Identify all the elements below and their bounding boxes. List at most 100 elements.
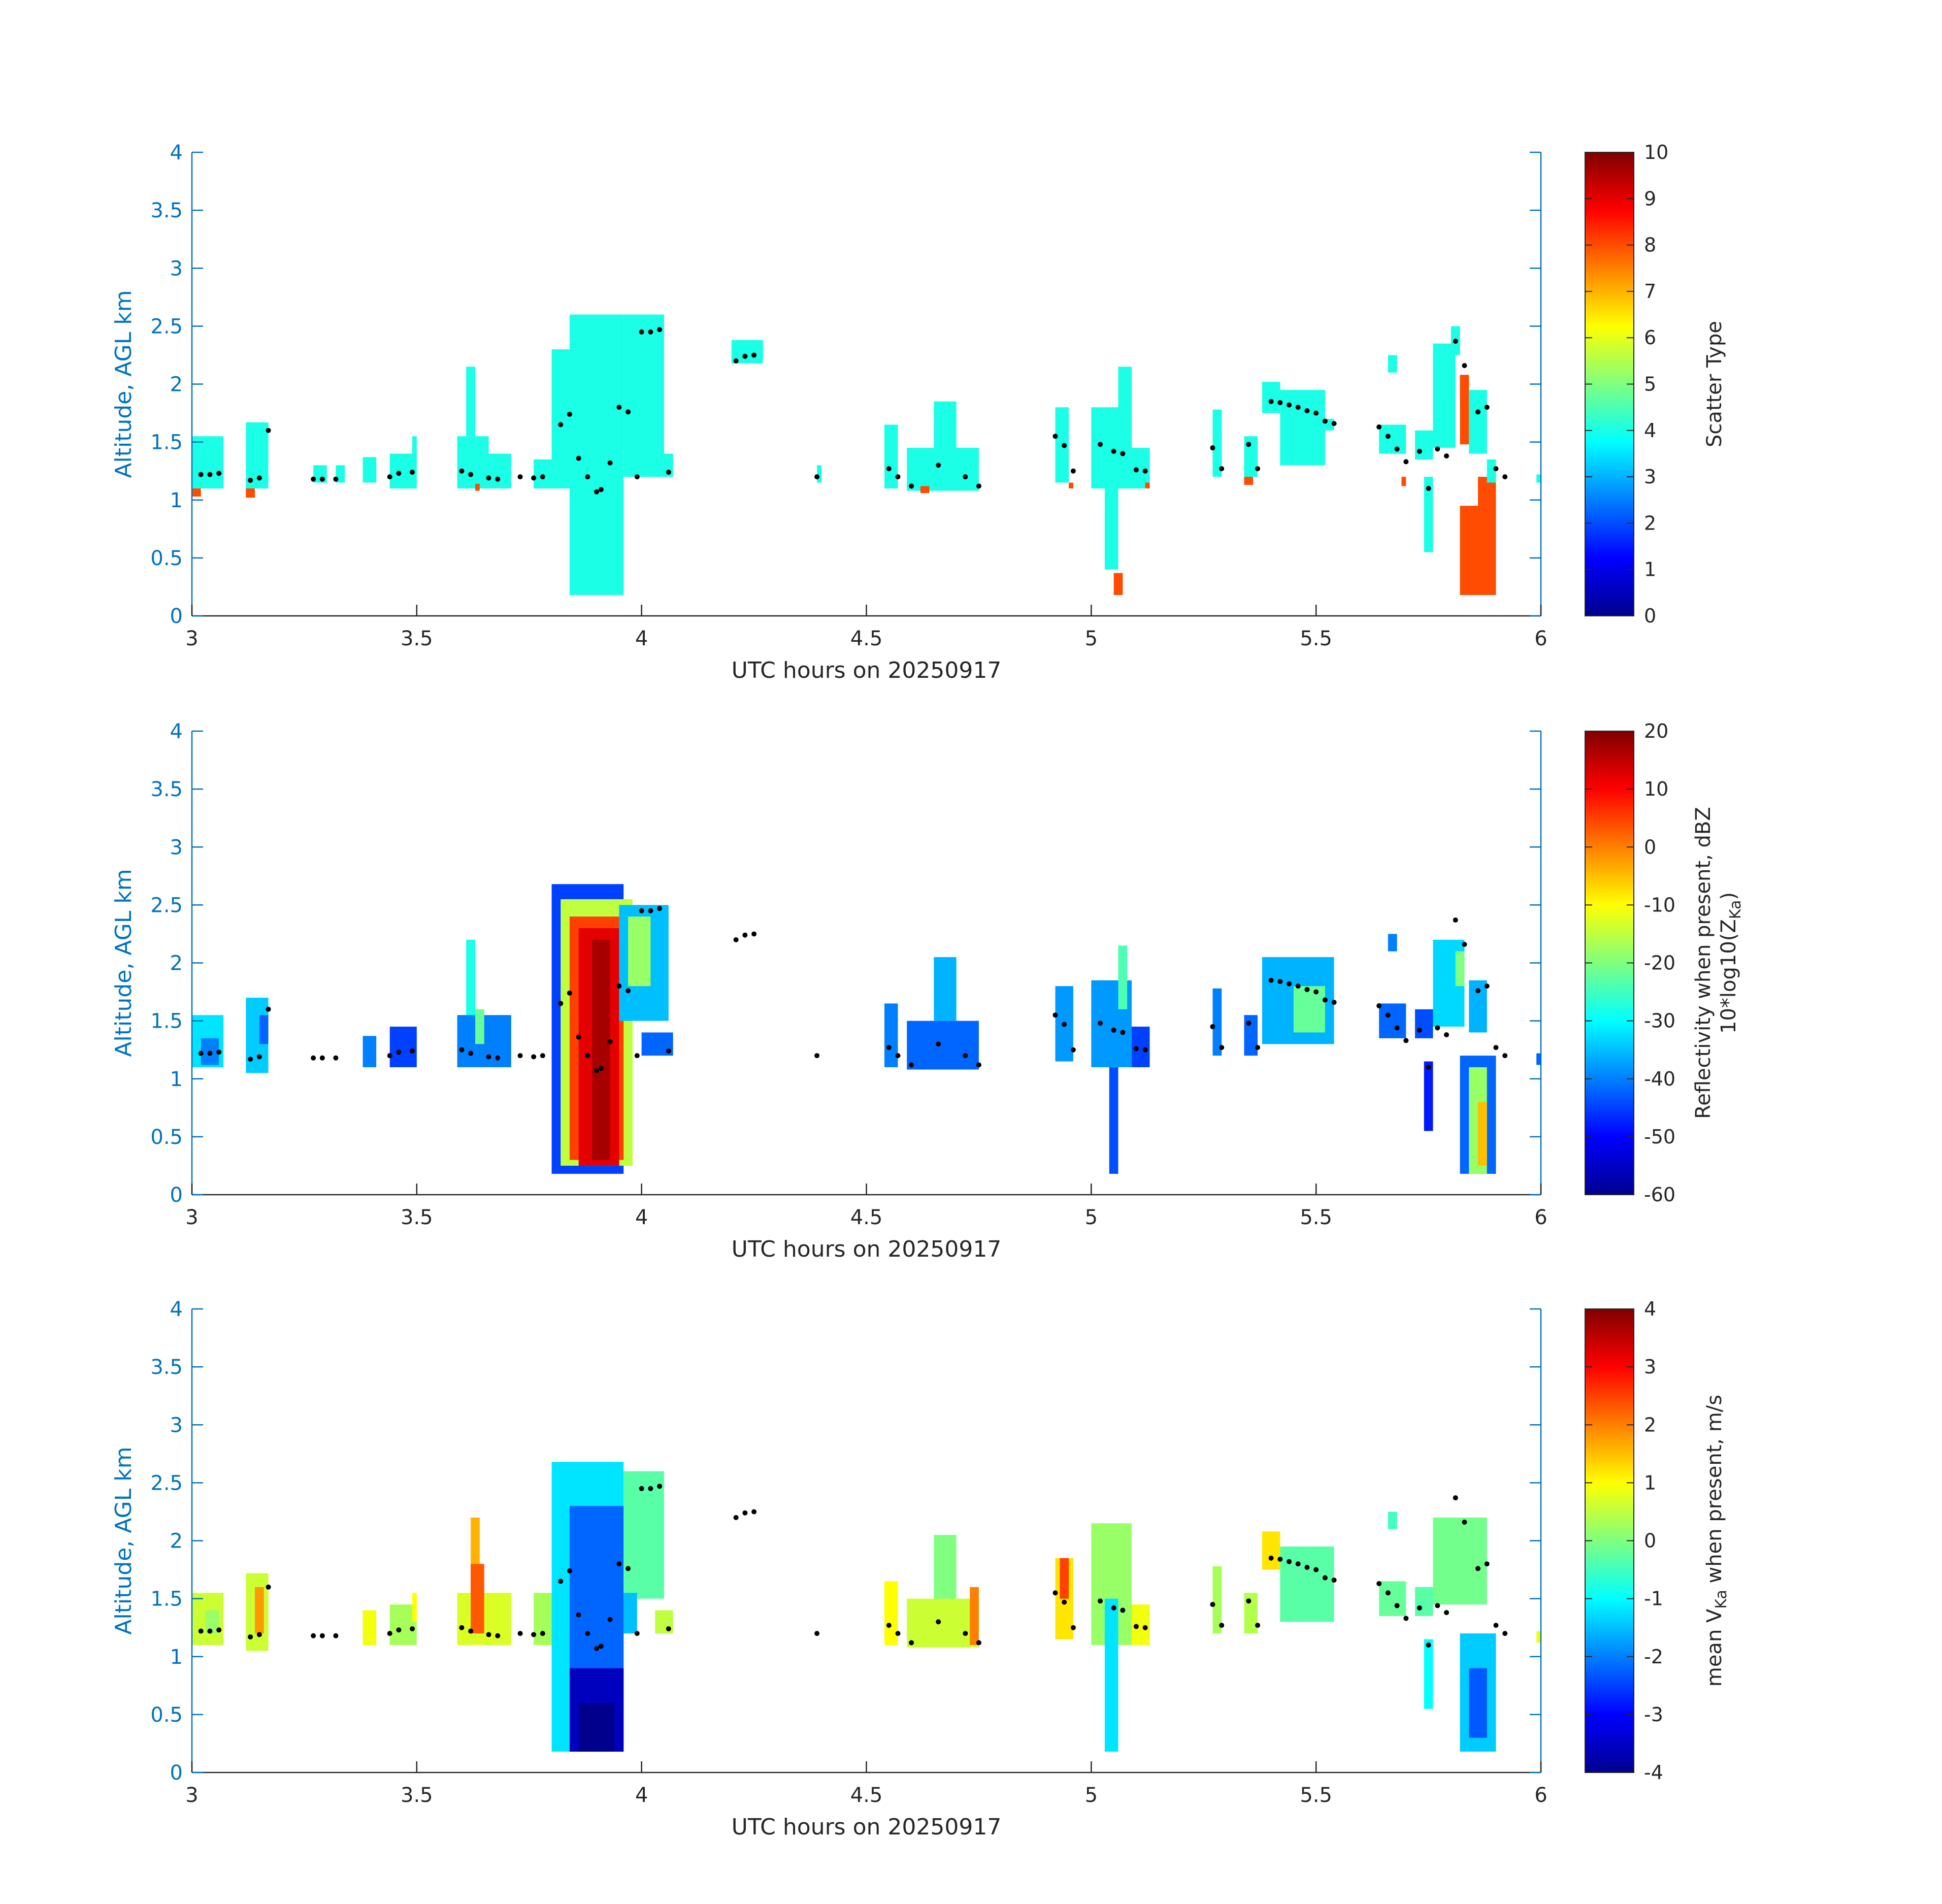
cloud-base-dot [540,1053,545,1059]
y-tick-label: 1.5 [150,431,183,454]
cloud-base-dot [1062,1599,1067,1605]
cloud-base-dot [1394,446,1400,452]
heatmap-cell [1536,1631,1541,1643]
heatmap-cell [817,465,821,483]
colorbar-tick-label: -60 [1644,1184,1675,1206]
cloud-base-dot [1417,448,1422,454]
cloud-base-dot [266,428,271,433]
cloud-base-dot [733,937,739,942]
cloud-base-dot [207,472,213,477]
heatmap-cell [475,483,480,491]
heatmap-cell [363,457,377,483]
cloud-base-dot [1062,1022,1067,1027]
cloud-base-dot [751,931,757,937]
heatmap-cell [884,1581,898,1645]
cloud-base-dot [468,1628,474,1634]
colorbar-tick-label: 4 [1644,1298,1656,1320]
cloud-base-dot [936,1619,941,1625]
y-tick-label: 3 [170,836,183,859]
heatmap-cell [569,314,624,595]
y-tick-label: 2 [170,1530,183,1553]
cloud-base-dot [814,474,820,480]
heatmap-cell [534,1593,552,1645]
cloud-base-dot [733,1515,739,1520]
cloud-base-dot [886,466,892,472]
cloud-base-dot [1111,448,1116,454]
heatmap-cell [1433,343,1456,448]
colorbar-tick-label: 2 [1644,1414,1656,1436]
cloud-base-dot [648,908,653,913]
cloud-base-dot [1435,1025,1440,1031]
cloud-base-dot [594,1068,600,1073]
cloud-base-dot [1484,983,1490,989]
cloud-base-dot [585,1053,590,1059]
cloud-base-dot [333,476,339,482]
colorbar-tick-label: -50 [1644,1126,1675,1148]
cloud-base-dot [567,1568,572,1573]
cloud-base-dot [387,1053,392,1059]
colorbar-label: Scatter Type [1703,321,1726,447]
y-tick-label: 2.5 [150,1471,183,1495]
colorbar-tick-label: -2 [1644,1646,1663,1668]
cloud-base-dot [486,475,491,481]
cloud-base-dot [248,1056,253,1062]
cloud-base-dot [1287,402,1292,408]
cloud-base-dot [1246,1021,1252,1026]
y-tick-label: 3.5 [150,778,183,801]
heatmap-cell [1379,1003,1406,1038]
colorbar-tick-label: 5 [1644,373,1656,396]
heatmap-cell [254,1587,264,1634]
cloud-base-dot [1142,468,1148,474]
heatmap-cell [1460,375,1469,445]
heatmap-cell [534,459,552,488]
cloud-base-dot [1313,989,1319,995]
plot-area [192,1309,1541,1772]
cloud-base-dot [1484,405,1490,410]
cloud-base-dot [333,1055,339,1061]
cloud-base-dot [319,1633,325,1638]
heatmap-cell [1469,1668,1487,1738]
heatmap-cell [259,1015,269,1044]
cloud-base-dot [1462,941,1467,947]
x-tick-label: 5 [1085,627,1098,650]
cloud-base-dot [1502,1053,1508,1059]
cloud-base-dot [1385,1590,1391,1596]
cloud-base-dot [1304,987,1310,992]
cloud-base-dot [198,1051,204,1056]
cloud-base-dot [963,1631,968,1636]
cloud-base-dot [909,1640,914,1646]
cloud-base-dot [1219,1623,1225,1628]
heatmap-cell [1424,477,1433,552]
cloud-base-dot [1322,418,1328,424]
heatmap-cell [363,1610,377,1645]
x-tick-label: 3.5 [401,1784,433,1807]
x-tick-label: 4.5 [850,627,883,650]
y-tick-label: 2 [170,952,183,975]
cloud-base-dot [909,483,914,489]
cloud-base-dot [486,1054,491,1060]
colorbar-tick-label: 3 [1644,1356,1656,1378]
cloud-base-dot [1255,1045,1261,1051]
cloud-base-dot [198,472,204,477]
cloud-base-dot [1376,424,1382,430]
cloud-base-dot [1070,468,1076,474]
heatmap-cell [1379,1581,1406,1616]
cloud-base-dots [198,1484,1508,1651]
y-tick-label: 0 [170,1761,183,1785]
cloud-base-dot [1417,1605,1422,1611]
cloud-base-dot [1322,997,1328,1003]
heatmap-cell [412,1593,417,1622]
colorbar-tick-label: -1 [1644,1588,1663,1610]
colorbar-label-formula: 10*log10(ZKa) [1717,892,1744,1034]
cloud-base-dot [1376,1581,1382,1586]
heatmap-cell [934,1535,957,1599]
cloud-base-dot [576,455,581,461]
heatmap-cell [1455,951,1465,987]
cloud-base-dot [1070,1047,1076,1053]
heatmap-cell [1460,506,1478,595]
heatmap-cell [1212,1566,1222,1634]
heatmap-cell [907,448,979,491]
heatmap-cell [1415,1587,1433,1616]
heatmap-cell [1478,1102,1487,1166]
y-tick-label: 4 [170,1298,183,1321]
